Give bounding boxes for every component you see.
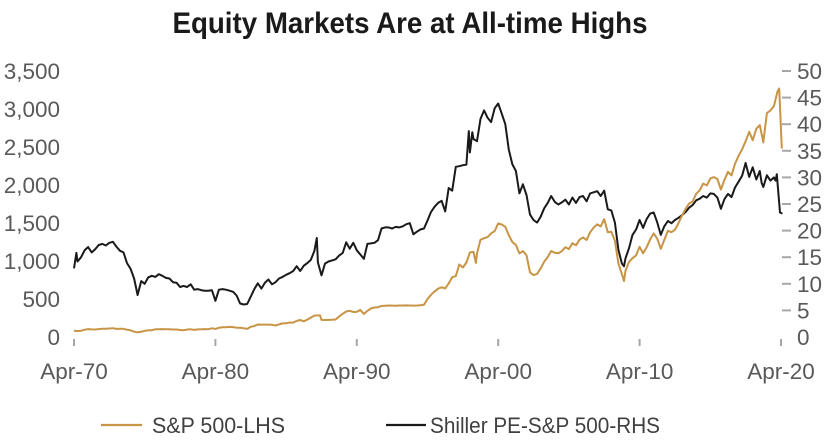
svg-text:Shiller PE-S&P 500-RHS: Shiller PE-S&P 500-RHS: [430, 413, 660, 438]
svg-text:20: 20: [797, 219, 822, 244]
svg-text:Apr-00: Apr-00: [464, 359, 532, 384]
svg-text:30: 30: [797, 165, 822, 190]
svg-text:35: 35: [797, 139, 822, 164]
svg-text:0: 0: [797, 325, 810, 350]
svg-text:Apr-80: Apr-80: [182, 359, 250, 384]
svg-text:Apr-90: Apr-90: [323, 359, 391, 384]
svg-text:Equity Markets Are at All-time: Equity Markets Are at All-time Highs: [173, 7, 648, 40]
svg-text:5: 5: [797, 298, 810, 323]
svg-text:10: 10: [797, 272, 822, 297]
svg-text:S&P 500-LHS: S&P 500-LHS: [152, 413, 285, 438]
svg-text:1,500: 1,500: [4, 211, 60, 236]
svg-text:2,000: 2,000: [4, 173, 60, 198]
svg-text:Apr-10: Apr-10: [606, 359, 674, 384]
svg-text:500: 500: [22, 287, 60, 312]
svg-text:1,000: 1,000: [4, 249, 60, 274]
svg-text:50: 50: [797, 59, 822, 84]
svg-text:Apr-70: Apr-70: [40, 359, 108, 384]
svg-text:3,000: 3,000: [4, 97, 60, 122]
svg-text:2,500: 2,500: [4, 135, 60, 160]
svg-text:3,500: 3,500: [4, 59, 60, 84]
svg-text:40: 40: [797, 112, 822, 137]
svg-text:0: 0: [47, 325, 60, 350]
svg-text:Apr-20: Apr-20: [747, 359, 815, 384]
svg-text:45: 45: [797, 86, 822, 111]
svg-text:25: 25: [797, 192, 822, 217]
svg-text:15: 15: [797, 245, 822, 270]
